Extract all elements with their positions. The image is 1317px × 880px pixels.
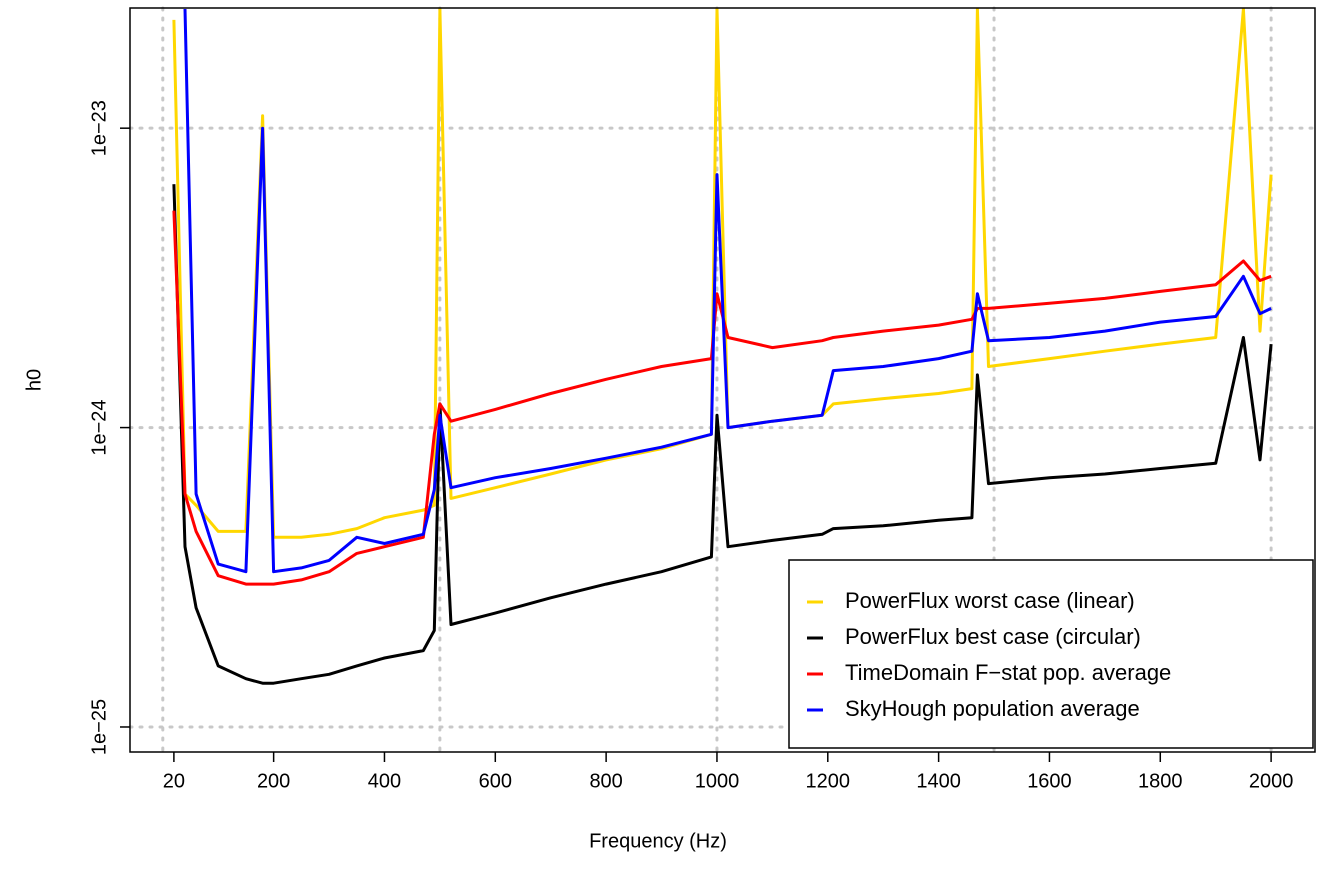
series-line [183,8,1272,574]
series-line [172,184,1273,685]
x-tick-label: 20 [163,770,185,792]
y-tick-label: 1e−25 [88,699,110,755]
x-tick-label: 1400 [916,770,961,792]
series-line [172,210,1272,586]
y-tick-label: 1e−23 [88,100,110,156]
legend-box [788,559,1314,749]
legend-label: SkyHough population average [845,696,1140,721]
x-tick-label: 200 [257,770,290,792]
plot-frame [129,7,1316,753]
x-axis-label: Frequency (Hz) [589,830,727,852]
y-tick-label: 1e−24 [88,399,110,455]
x-tick-label: 600 [479,770,512,792]
x-tick-label: 1600 [1027,770,1072,792]
y-axis-label: h0 [23,369,45,391]
x-tick-label: 1200 [806,770,851,792]
x-tick-label: 800 [589,770,622,792]
legend-label: PowerFlux best case (circular) [845,624,1141,649]
legend-label: TimeDomain F−stat pop. average [845,660,1171,685]
x-tick-label: 2000 [1249,770,1294,792]
legend-label: PowerFlux worst case (linear) [845,588,1135,613]
x-tick-label: 1800 [1138,770,1183,792]
x-tick-label: 400 [368,770,401,792]
x-tick-label: 1000 [695,770,740,792]
